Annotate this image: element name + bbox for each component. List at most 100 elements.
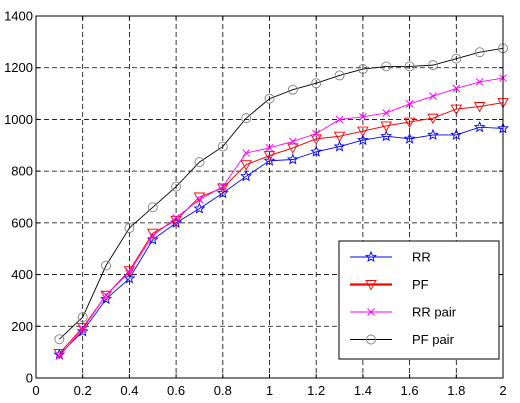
series-rr-pair: [55, 74, 507, 360]
circle-marker: [334, 70, 345, 81]
x-tick-label: 0: [32, 383, 39, 398]
x-marker: [102, 291, 110, 300]
triangle-marker: [473, 102, 486, 113]
triangle-marker: [427, 113, 439, 125]
x-marker: [359, 112, 367, 121]
series-pf-pair: [54, 43, 508, 345]
x-marker-stroke: [405, 100, 414, 108]
star-marker: [193, 202, 206, 214]
x-marker-stroke: [78, 325, 87, 333]
x-marker-stroke: [218, 182, 227, 191]
x-tick-label: 0.6: [167, 383, 185, 398]
circle-marker: [366, 334, 376, 345]
y-tick-label: 200: [11, 319, 33, 334]
legend-entry-pf: PF: [350, 277, 429, 292]
x-marker-stroke: [382, 109, 391, 117]
x-tick-label: 1.8: [447, 383, 465, 398]
x-marker-stroke: [172, 213, 180, 222]
x-tick-label: 1.6: [401, 383, 419, 398]
triangle-marker: [450, 104, 463, 116]
x-marker-stroke: [475, 78, 484, 86]
star-marker: [365, 250, 377, 263]
x-marker: [288, 137, 297, 146]
legend-entry-rr: RR: [350, 250, 431, 265]
circle-marker: [264, 93, 275, 104]
circle-marker: [428, 60, 438, 71]
x-marker: [312, 129, 321, 138]
circle-marker: [77, 312, 88, 323]
circle-marker: [54, 334, 65, 345]
x-marker-stroke: [429, 92, 437, 101]
x-tick-label: 0.2: [74, 383, 92, 398]
x-marker-stroke: [359, 112, 367, 121]
x-marker: [367, 308, 375, 316]
grid-lines: [36, 16, 503, 378]
y-tick-label: 1000: [4, 112, 33, 127]
star-marker: [380, 130, 393, 142]
triangle-marker: [123, 266, 136, 277]
x-marker: [242, 149, 251, 157]
axis-ticks: 0 0.2 0.4 0.6 0.8 1 1.2 1.4 1.6 1.8 2 0 200 400 600 800…: [4, 9, 507, 399]
y-tick-label: 600: [11, 215, 33, 230]
y-tick-label: 1200: [4, 60, 33, 75]
y-tick-label: 800: [11, 164, 33, 179]
circle-marker: [474, 47, 485, 58]
legend-label: RR: [412, 250, 431, 265]
circle-marker: [124, 223, 135, 233]
x-marker-stroke: [148, 231, 157, 240]
x-marker: [265, 144, 274, 152]
x-marker: [452, 84, 461, 93]
x-marker: [148, 231, 157, 240]
x-marker-stroke: [242, 149, 251, 157]
series-line-pf: [58, 102, 504, 354]
x-marker: [195, 195, 204, 204]
x-marker: [335, 115, 344, 124]
triangle-marker: [380, 121, 393, 132]
star-marker: [450, 128, 463, 140]
triangle-marker: [263, 151, 276, 162]
star-marker: [100, 292, 112, 305]
y-tick-label: 1400: [4, 9, 33, 24]
x-marker: [429, 92, 437, 101]
triangle-marker: [333, 131, 346, 143]
x-marker: [125, 268, 134, 276]
circle-marker: [311, 78, 322, 89]
x-marker-stroke: [195, 195, 204, 204]
series-layer: [53, 43, 509, 360]
x-marker-stroke: [102, 291, 110, 300]
star-marker: [263, 154, 276, 166]
x-tick-label: 1.2: [307, 383, 325, 398]
x-marker-stroke: [265, 144, 274, 152]
star-marker: [216, 186, 229, 199]
x-marker: [55, 352, 64, 360]
circle-marker: [381, 61, 392, 72]
x-marker: [405, 100, 414, 108]
triangle-marker: [100, 290, 112, 302]
y-tick-label: 0: [26, 371, 33, 386]
triangle-marker: [287, 143, 299, 154]
x-tick-label: 1: [266, 383, 273, 398]
legend-entry-rr-pair: RR pair: [350, 305, 457, 320]
circle-marker: [171, 181, 182, 192]
x-marker-stroke: [125, 268, 134, 276]
series-line-rr: [59, 126, 504, 356]
circle-marker: [217, 141, 228, 152]
circle-marker: [194, 157, 205, 168]
x-marker: [475, 78, 484, 86]
legend: RR PF RR pair PF pair: [338, 240, 500, 360]
circle-marker: [287, 84, 298, 95]
x-tick-label: 1.4: [354, 383, 372, 398]
star-marker: [403, 132, 416, 144]
triangle-marker: [310, 134, 322, 145]
star-marker: [286, 153, 299, 165]
x-tick-label: 0.4: [120, 383, 138, 398]
x-marker: [78, 325, 87, 333]
x-marker: [382, 109, 391, 117]
x-marker-stroke: [452, 84, 461, 93]
x-marker-stroke: [335, 115, 344, 124]
triangle-marker: [365, 280, 377, 291]
circle-marker: [101, 260, 112, 271]
star-marker: [427, 128, 439, 140]
star-marker: [356, 133, 369, 146]
circle-marker: [451, 53, 462, 64]
